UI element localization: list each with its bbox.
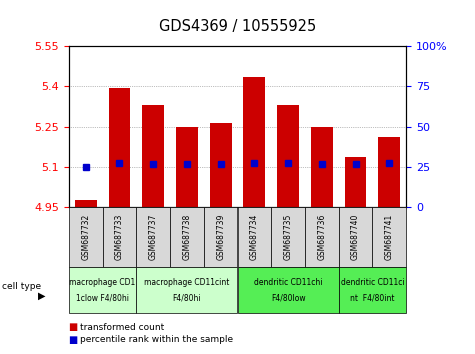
- Text: macrophage CD1: macrophage CD1: [69, 278, 136, 287]
- Bar: [378, 137, 400, 207]
- Text: ■: ■: [69, 335, 81, 345]
- Text: F4/80low: F4/80low: [271, 293, 305, 303]
- Text: F4/80hi: F4/80hi: [172, 293, 201, 303]
- Text: percentile rank within the sample: percentile rank within the sample: [80, 335, 233, 344]
- Bar: [311, 126, 333, 207]
- Text: GSM687732: GSM687732: [81, 214, 90, 260]
- Bar: [344, 158, 367, 207]
- Text: GSM687739: GSM687739: [216, 214, 225, 261]
- Text: nt  F4/80int: nt F4/80int: [350, 293, 395, 303]
- Text: ▶: ▶: [38, 291, 46, 301]
- Text: cell type: cell type: [2, 282, 41, 291]
- Text: transformed count: transformed count: [80, 323, 164, 332]
- Text: GSM687735: GSM687735: [284, 214, 293, 261]
- Bar: [277, 105, 299, 207]
- Text: GSM687733: GSM687733: [115, 214, 124, 261]
- Bar: [142, 105, 164, 207]
- Text: GSM687736: GSM687736: [317, 214, 326, 261]
- Bar: [176, 126, 198, 207]
- Text: macrophage CD11cint: macrophage CD11cint: [144, 278, 229, 287]
- Text: ■: ■: [69, 322, 81, 332]
- Bar: [243, 77, 266, 207]
- Text: GSM687740: GSM687740: [351, 214, 360, 261]
- Text: 1clow F4/80hi: 1clow F4/80hi: [76, 293, 129, 303]
- Bar: [209, 122, 232, 207]
- Text: GSM687741: GSM687741: [385, 214, 394, 260]
- Text: GSM687734: GSM687734: [250, 214, 259, 261]
- Text: dendritic CD11ci: dendritic CD11ci: [341, 278, 404, 287]
- Text: GSM687737: GSM687737: [149, 214, 158, 261]
- Text: dendritic CD11chi: dendritic CD11chi: [254, 278, 323, 287]
- Bar: [108, 88, 131, 207]
- Text: GDS4369 / 10555925: GDS4369 / 10555925: [159, 19, 316, 34]
- Text: GSM687738: GSM687738: [182, 214, 191, 260]
- Bar: [75, 200, 97, 207]
